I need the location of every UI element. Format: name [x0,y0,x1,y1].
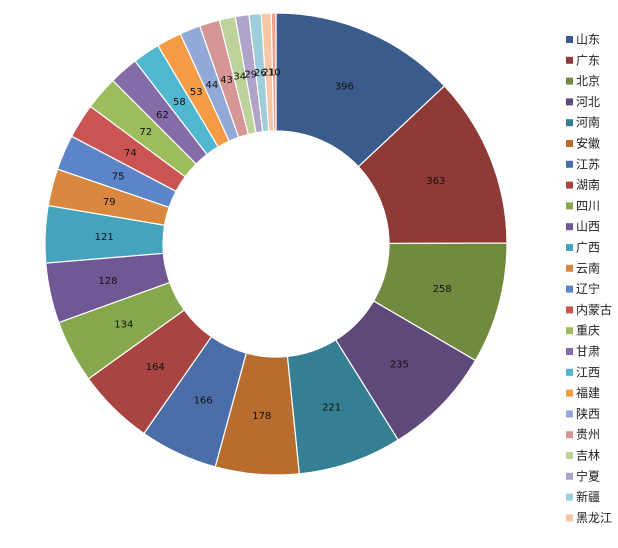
slice-value-label: 29 [244,69,257,80]
legend-swatch [566,389,573,397]
legend-swatch [566,181,573,189]
slice-value-label: 258 [433,284,452,295]
legend-label: 福建 [576,385,600,400]
legend-label: 重庆 [576,324,600,338]
legend-swatch [566,119,573,127]
legend-label: 陕西 [576,406,600,421]
legend-swatch [566,306,573,314]
legend-swatch [566,472,573,480]
legend-label: 甘肃 [576,345,600,359]
slice-value-label: 43 [220,75,233,86]
slice-25 [270,12,277,132]
legend-label: 贵州 [576,428,600,442]
slice-value-label: 235 [390,359,409,370]
legend-label: 内蒙古 [576,302,612,317]
legend-label: 广东 [576,53,600,67]
legend-swatch [566,56,573,64]
legend-label: 山东 [576,33,600,47]
legend-label: 辽宁 [576,281,600,296]
slice-value-label: 75 [112,171,125,182]
legend-swatch [566,77,573,85]
legend-swatch [566,348,573,355]
slice-value-label: 178 [252,411,271,422]
legend-swatch [566,431,573,439]
legend-swatch [566,202,573,210]
legend-swatch [566,140,573,147]
legend-label: 广西 [576,241,600,255]
slice-value-label: 34 [233,71,246,82]
slice-value-label: 396 [335,82,354,93]
legend-swatch [566,223,573,231]
slice-value-label: 26 [254,68,267,79]
legend-swatch [566,36,573,43]
slice-value-label: 134 [114,320,133,331]
legend-label: 山西 [576,220,600,234]
slice-value-label: 58 [173,97,186,108]
legend-label: 黑龙江 [576,511,612,525]
slice-value-label: 128 [98,276,117,287]
chart-legend: 山东广东北京河北河南安徽江苏湖南四川山西广西云南辽宁内蒙古重庆甘肃江西福建陕西贵… [566,33,612,525]
legend-label: 河南 [576,115,600,130]
slice-value-label: 44 [206,80,219,91]
legend-label: 北京 [576,74,600,88]
legend-swatch [566,285,573,293]
legend-swatch [566,493,573,501]
legend-label: 宁夏 [576,468,600,483]
legend-label: 新疆 [576,489,600,504]
donut-slices [44,12,508,476]
legend-swatch [566,410,573,418]
legend-swatch [566,452,573,459]
slice-value-label: 79 [103,197,116,208]
slice-value-label: 164 [146,362,165,373]
legend-label: 湖南 [576,177,600,192]
legend-swatch [566,264,573,272]
legend-swatch [566,368,573,376]
slice-value-label: 166 [194,395,213,406]
legend-label: 吉林 [576,449,600,463]
legend-swatch [566,98,573,106]
legend-label: 安徽 [576,136,600,151]
legend-label: 江西 [576,365,600,379]
legend-swatch [566,327,573,335]
slice-value-label: 62 [156,110,169,121]
legend-label: 江苏 [576,157,600,171]
legend-label: 河北 [576,95,600,109]
slice-value-label: 74 [124,148,137,159]
slice-value-label: 53 [190,87,203,98]
slice-value-label: 10 [268,68,281,79]
slice-value-label: 221 [322,402,341,413]
legend-swatch [566,160,573,168]
slice-labels: 396 363 258 235 221 178 166 164 134 128 121 79 75 747… [95,68,452,422]
legend-label: 云南 [576,260,600,275]
slice-value-label: 72 [139,127,152,138]
legend-swatch [566,244,573,251]
slice-value-label: 363 [426,176,445,187]
legend-label: 四川 [576,199,600,213]
slice-value-label: 121 [95,232,114,243]
slice-value-label: 21 [262,68,275,79]
legend-swatch [566,514,573,522]
